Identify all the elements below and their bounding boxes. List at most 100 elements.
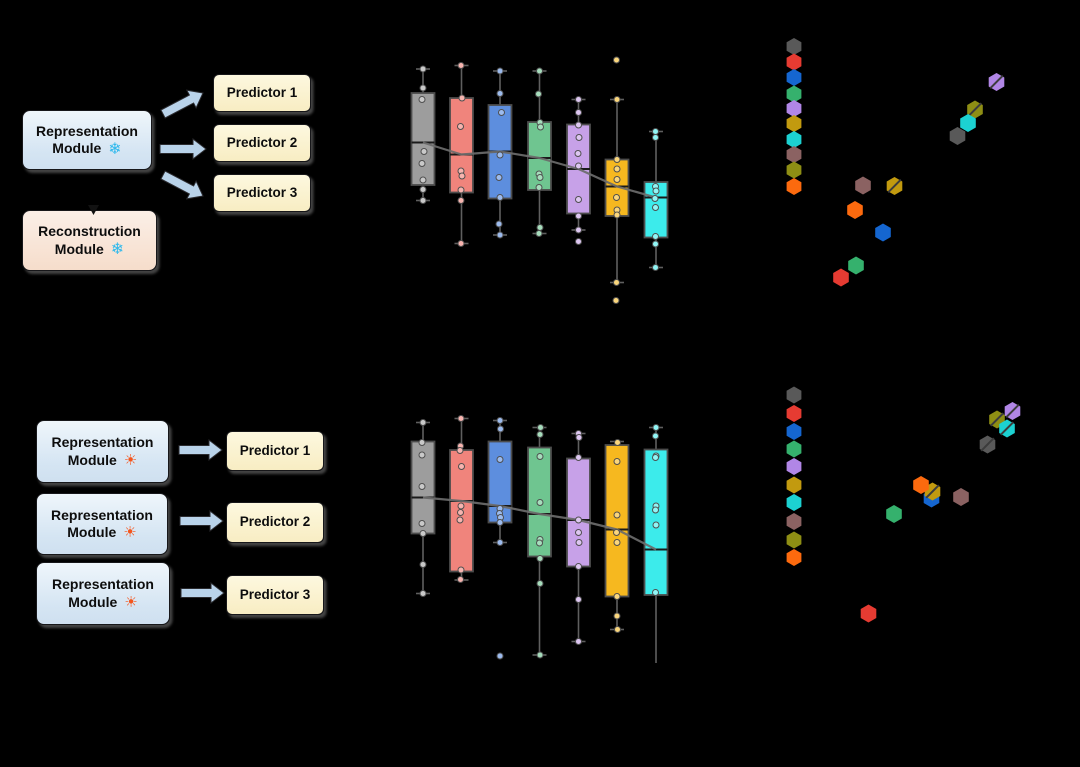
data-point xyxy=(575,638,582,645)
snowflake-icon: ❄ xyxy=(108,138,122,158)
scatter-hex-blue xyxy=(875,223,891,242)
data-point xyxy=(535,230,543,237)
scatter-hex-red xyxy=(860,604,877,623)
hatch-slash xyxy=(989,74,1004,90)
scatter-hex-gray xyxy=(949,127,966,145)
box-points-cyan xyxy=(651,128,660,271)
data-point xyxy=(458,94,466,102)
data-point xyxy=(496,505,504,512)
scatter-hex-olive xyxy=(967,100,983,119)
data-point xyxy=(496,510,503,517)
data-point xyxy=(652,506,659,514)
representation-module-frozen-box: Representation Module ❄ xyxy=(22,110,152,170)
data-point xyxy=(496,151,504,159)
data-point xyxy=(652,454,659,461)
representation-module-label-line2: Module xyxy=(67,524,117,540)
data-point xyxy=(496,519,504,526)
predictor-1-label: Predictor 1 xyxy=(239,442,311,458)
data-point xyxy=(652,432,659,440)
box-points-gold xyxy=(612,56,621,304)
predictor-1-label: Predictor 1 xyxy=(226,84,298,100)
predictor-2-label: Predictor 2 xyxy=(239,514,311,530)
data-point xyxy=(575,516,582,524)
data-point xyxy=(495,220,503,228)
data-point xyxy=(457,167,465,175)
data-point xyxy=(457,123,464,130)
data-point xyxy=(575,529,582,536)
data-point xyxy=(652,128,659,135)
scatter-hex-purple xyxy=(1004,402,1021,420)
predictor-2-finetuned-box: Predictor 2 xyxy=(226,502,324,543)
data-point xyxy=(536,224,544,231)
snowflake-icon: ❄ xyxy=(110,239,125,259)
box-gold xyxy=(604,158,630,217)
data-point xyxy=(457,502,465,510)
data-point xyxy=(456,447,464,454)
box-points-green xyxy=(535,67,544,237)
scatter-hex-brown xyxy=(855,176,871,195)
box-green xyxy=(527,446,552,558)
data-point xyxy=(418,160,426,167)
predictor-3-frozen-box: Predictor 3 xyxy=(213,174,311,212)
data-point xyxy=(535,184,543,191)
legend-hex-olive xyxy=(786,531,802,549)
legend-hex-gray xyxy=(786,38,802,55)
data-point xyxy=(496,652,504,660)
data-point xyxy=(536,67,543,75)
box-cyan xyxy=(643,448,669,596)
data-point xyxy=(613,56,620,64)
data-point xyxy=(536,580,544,587)
data-point xyxy=(575,454,582,461)
data-point xyxy=(535,90,542,98)
box-group-green xyxy=(527,70,552,235)
box-points-purple xyxy=(574,96,583,245)
data-point xyxy=(456,516,464,524)
data-point xyxy=(536,431,544,438)
data-point xyxy=(498,109,505,116)
legend-hex-orange xyxy=(786,549,802,566)
data-point xyxy=(536,499,544,506)
data-point xyxy=(613,176,621,183)
data-point xyxy=(575,121,582,129)
data-point xyxy=(419,65,427,73)
representation-module-label-line2: Module xyxy=(67,451,117,468)
data-point xyxy=(419,530,427,537)
box-blue xyxy=(487,440,513,524)
data-point xyxy=(575,596,582,603)
representation-module-label-line1: Representation xyxy=(52,576,154,593)
box-points-gray xyxy=(418,419,427,597)
data-point xyxy=(537,424,544,431)
box-points-blue xyxy=(496,417,504,660)
data-point xyxy=(575,434,583,441)
data-point xyxy=(613,279,620,286)
hatch-slash xyxy=(925,484,940,499)
box-gray xyxy=(410,440,436,535)
data-point xyxy=(536,539,543,547)
representation-module-label-line1: Representation xyxy=(36,122,138,139)
reconstruction-module-label-line2: Module xyxy=(54,240,104,257)
data-point xyxy=(575,212,582,220)
data-point xyxy=(496,456,504,463)
data-point xyxy=(652,183,659,190)
legend-hex-brown xyxy=(786,146,802,163)
data-point xyxy=(457,240,465,247)
data-point xyxy=(652,264,659,271)
boxplot_finetuned xyxy=(410,415,669,663)
predictor-3-label: Predictor 3 xyxy=(239,586,311,602)
legend-hex-gold xyxy=(786,115,802,132)
box-points-gold xyxy=(613,439,621,633)
data-point xyxy=(613,165,621,173)
legend-hex-olive xyxy=(786,161,802,179)
scatter-hex-gold xyxy=(924,482,941,501)
box-group-cyan xyxy=(643,426,669,663)
predictor-1-finetuned-box: Predictor 1 xyxy=(226,431,324,471)
data-point xyxy=(613,211,621,219)
data-point xyxy=(575,539,583,546)
representation-module-label-line2: Module xyxy=(68,593,118,610)
representation-module-finetuned-box-3: Representation Module ☀ xyxy=(36,562,170,625)
legend-hex-blue xyxy=(786,69,802,86)
legend-hex-brown xyxy=(786,513,802,530)
scatter_finetuned xyxy=(786,386,1021,623)
hatch-slash xyxy=(887,178,902,194)
